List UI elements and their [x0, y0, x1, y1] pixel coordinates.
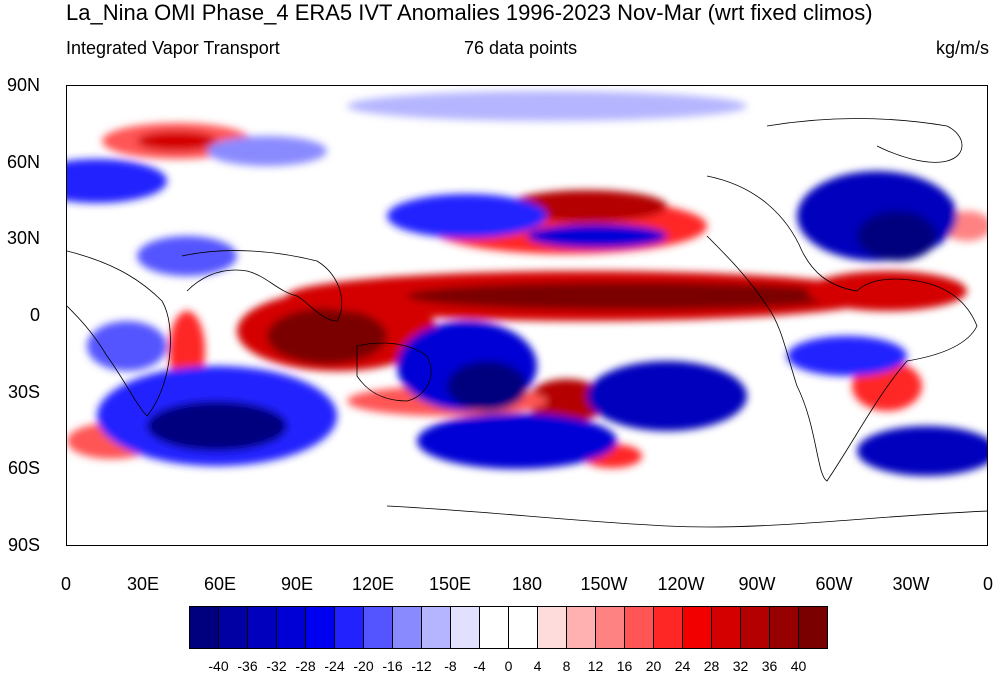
- lon-tick-label: 180: [511, 574, 543, 594]
- colorbar-label: 36: [761, 658, 778, 674]
- lat-tick-label: 90S: [7, 535, 40, 555]
- map-canvas: [67, 91, 987, 528]
- lon-tick-label: 0: [982, 574, 994, 594]
- colorbar-swatch: [276, 606, 306, 649]
- lon-tick-label: 120W: [657, 574, 705, 594]
- colorbar-label: -8: [444, 658, 457, 674]
- colorbar-label: 4: [533, 658, 542, 674]
- colorbar-label: -40: [208, 658, 229, 674]
- colorbar-label: 8: [562, 658, 571, 674]
- colorbar-label: 32: [732, 658, 749, 674]
- lon-tick-label: 90W: [738, 574, 776, 594]
- colorbar-label: 40: [790, 658, 807, 674]
- lon-tick-label: 120E: [351, 574, 395, 594]
- lat-tick-label: 60S: [7, 458, 40, 478]
- colorbar-swatch: [363, 606, 393, 649]
- colorbar-label: 12: [587, 658, 604, 674]
- variable-label: Integrated Vapor Transport: [66, 38, 280, 58]
- colorbar-label: 16: [616, 658, 633, 674]
- lon-tick-label: 90E: [280, 574, 314, 594]
- lon-tick-label: 30E: [126, 574, 160, 594]
- colorbar-swatch: [682, 606, 712, 649]
- lon-tick-label: 150W: [580, 574, 628, 594]
- colorbar-swatch: [711, 606, 741, 649]
- colorbar-swatch: [247, 606, 277, 649]
- colorbar-label: 24: [674, 658, 691, 674]
- colorbar-label: -28: [295, 658, 316, 674]
- colorbar-label: -16: [382, 658, 403, 674]
- colorbar-swatch: [537, 606, 567, 649]
- colorbar-swatch: [595, 606, 625, 649]
- colorbar-swatch: [624, 606, 654, 649]
- colorbar-swatch: [392, 606, 422, 649]
- lat-tick-label: 60N: [6, 152, 40, 172]
- colorbar-label: -32: [266, 658, 287, 674]
- lat-tick-label: 30N: [6, 228, 40, 248]
- colorbar-swatch: [479, 606, 509, 649]
- colorbar-swatch: [218, 606, 248, 649]
- lon-tick-label: 30W: [892, 574, 930, 594]
- colorbar-label: 20: [645, 658, 662, 674]
- lon-tick-label: 150E: [428, 574, 472, 594]
- colorbar-label: -4: [473, 658, 486, 674]
- colorbar-label: 28: [703, 658, 720, 674]
- colorbar-swatch: [189, 606, 219, 649]
- colorbar-swatch: [740, 606, 770, 649]
- colorbar-swatch: [305, 606, 335, 649]
- colorbar-swatch: [769, 606, 799, 649]
- colorbar-swatch: [798, 606, 828, 649]
- colorbar-label: -36: [237, 658, 258, 674]
- colorbar-swatch: [334, 606, 364, 649]
- colorbar-label: -20: [353, 658, 374, 674]
- colorbar-swatch: [566, 606, 596, 649]
- colorbar-label: -24: [324, 658, 345, 674]
- colorbar-swatch: [508, 606, 538, 649]
- lat-tick-label: 30S: [7, 382, 40, 402]
- colorbar-label: 0: [504, 658, 513, 674]
- lon-tick-label: 60E: [203, 574, 237, 594]
- lon-tick-label: 0: [60, 574, 72, 594]
- lat-tick-label: 0: [29, 305, 40, 325]
- colorbar-swatch: [450, 606, 480, 649]
- colorbar: [189, 606, 828, 651]
- lat-tick-label: 90N: [6, 75, 40, 95]
- colorbar-swatch: [653, 606, 683, 649]
- colorbar-swatch: [421, 606, 451, 649]
- units-label: kg/m/s: [935, 38, 989, 58]
- lon-tick-label: 60W: [815, 574, 853, 594]
- ivt-anomaly-map: [66, 85, 988, 546]
- plot-title: La_Nina OMI Phase_4 ERA5 IVT Anomalies 1…: [66, 0, 873, 25]
- sample-count-label: 76 data points: [464, 38, 578, 58]
- colorbar-label: -12: [411, 658, 432, 674]
- anomaly-field: [67, 91, 987, 476]
